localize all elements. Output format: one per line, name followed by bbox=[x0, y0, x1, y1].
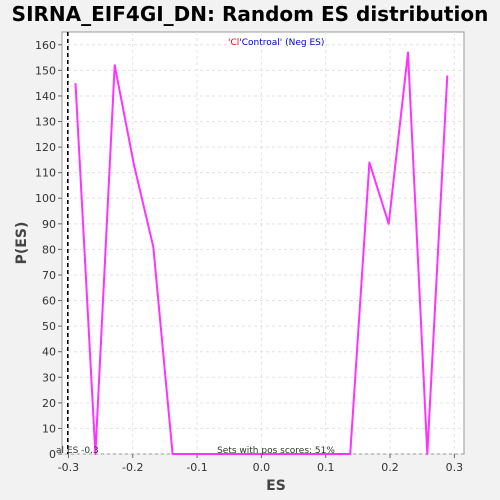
x-tick-label: -0.1 bbox=[186, 461, 207, 474]
y-tick-label: 100 bbox=[35, 192, 56, 205]
y-tick-label: 50 bbox=[42, 320, 56, 333]
x-tick-label: -0.3 bbox=[58, 461, 79, 474]
y-tick-label: 120 bbox=[35, 141, 56, 154]
legend-entry-control: 'Controal' (Neg ES) bbox=[239, 38, 324, 48]
actual-es-label: al ES -0.3 bbox=[56, 446, 99, 456]
legend: 'Cl'Controal' (Neg ES) bbox=[228, 38, 324, 48]
y-tick-label: 70 bbox=[42, 269, 56, 282]
x-axis-label: ES bbox=[266, 478, 286, 494]
y-tick-label: 130 bbox=[35, 116, 56, 129]
chart-title: SIRNA_EIF4GI_DN: Random ES distribution bbox=[12, 2, 489, 26]
plot-area bbox=[61, 31, 465, 455]
grid bbox=[62, 32, 464, 455]
y-axis-label: P(ES) bbox=[14, 222, 30, 265]
y-tick-label: 90 bbox=[42, 218, 56, 231]
y-tick-label: 60 bbox=[42, 295, 56, 308]
y-tick-label: 140 bbox=[35, 90, 56, 103]
y-axis-ticks: 0 10 20 30 40 50 60 70 80 90 100 110 120 130 140 150 160 bbox=[35, 39, 62, 461]
x-tick-label: -0.2 bbox=[122, 461, 143, 474]
legend-entry-class: 'Cl bbox=[228, 38, 239, 48]
y-tick-label: 150 bbox=[35, 64, 56, 77]
x-tick-label: 0.2 bbox=[381, 461, 399, 474]
x-axis-ticks: -0.3 -0.2 -0.1 0.0 0.1 0.2 0.3 bbox=[58, 454, 463, 474]
y-tick-label: 20 bbox=[42, 397, 56, 410]
x-tick-label: 0.0 bbox=[253, 461, 271, 474]
pos-scores-label: Sets with pos scores: 51% bbox=[217, 446, 335, 456]
y-tick-label: 110 bbox=[35, 167, 56, 180]
y-tick-label: 30 bbox=[42, 371, 56, 384]
y-tick-label: 160 bbox=[35, 39, 56, 52]
series-line bbox=[74, 51, 449, 455]
x-tick-label: 0.3 bbox=[446, 461, 464, 474]
series-group bbox=[74, 51, 449, 455]
y-tick-label: 10 bbox=[42, 422, 56, 435]
x-tick-label: 0.1 bbox=[317, 461, 335, 474]
y-tick-label: 80 bbox=[42, 243, 56, 256]
y-tick-label: 40 bbox=[42, 346, 56, 359]
y-tick-label: 0 bbox=[49, 448, 56, 461]
